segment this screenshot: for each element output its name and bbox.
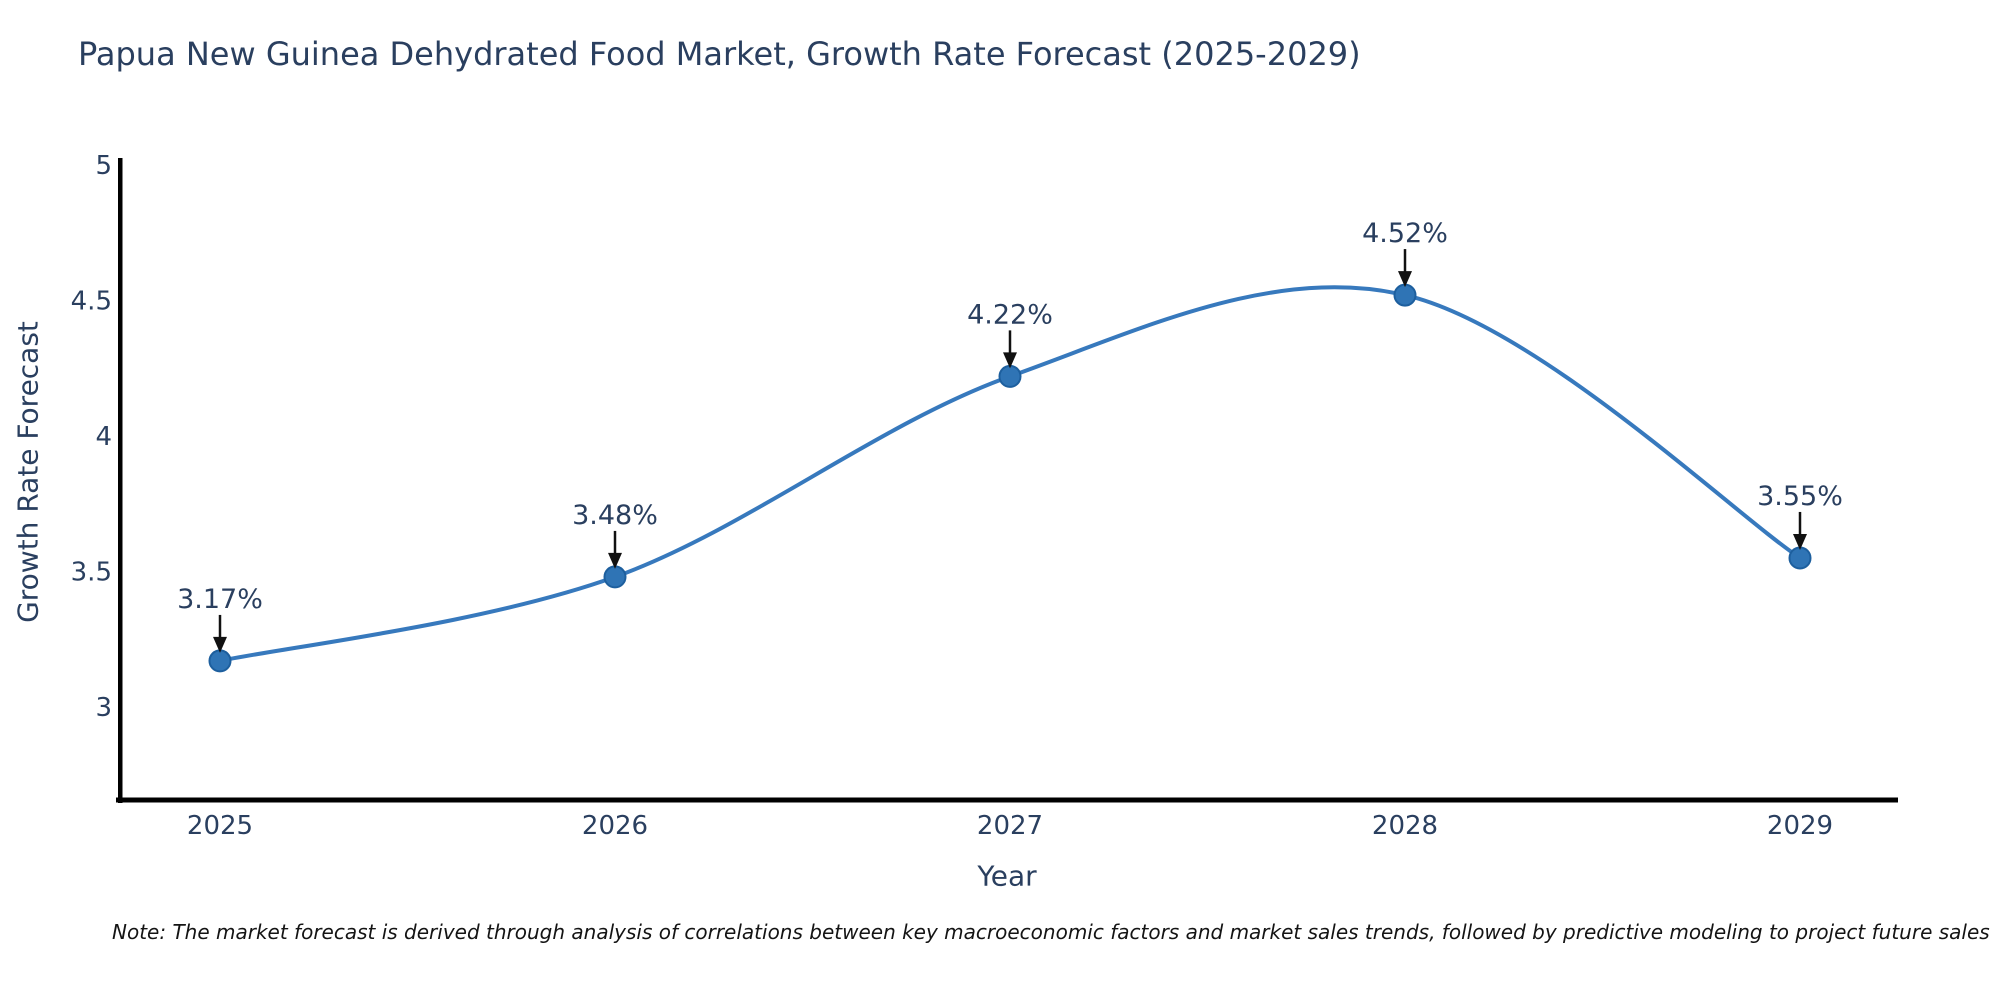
x-axis-title: Year [977, 859, 1037, 893]
y-tick-label: 4.5 [71, 287, 112, 317]
x-tick-label: 2028 [1372, 811, 1438, 841]
data-point-label: 3.55% [1757, 481, 1843, 512]
data-point-label: 4.22% [967, 299, 1053, 330]
y-tick-label: 5 [95, 151, 112, 181]
data-point-marker [1393, 283, 1417, 307]
x-tick-label: 2026 [582, 811, 648, 841]
data-point-marker [603, 565, 627, 589]
data-point-marker [208, 649, 232, 673]
y-tick-label: 3 [95, 693, 112, 723]
chart-title: Papua New Guinea Dehydrated Food Market,… [78, 35, 1361, 73]
data-point-label: 4.52% [1362, 218, 1448, 249]
x-tick-label: 2027 [977, 811, 1043, 841]
y-axis-line [118, 158, 123, 803]
x-tick-label: 2029 [1767, 811, 1833, 841]
data-point-marker [1788, 546, 1812, 570]
data-point-label: 3.48% [572, 500, 658, 531]
x-axis-line [116, 797, 1898, 803]
annotation-arrow-head [1003, 352, 1017, 369]
annotation-arrow-head [1793, 533, 1807, 550]
x-tick-label: 2025 [187, 811, 253, 841]
annotation-arrow-head [608, 552, 622, 569]
annotation-arrow-head [1398, 271, 1412, 288]
y-tick-label: 4 [95, 422, 112, 452]
data-point-marker [998, 364, 1022, 388]
data-point-label: 3.17% [177, 584, 263, 615]
y-tick-label: 3.5 [71, 558, 112, 588]
footnote: Note: The market forecast is derived thr… [112, 920, 1990, 944]
annotation-arrow-head [213, 636, 227, 653]
